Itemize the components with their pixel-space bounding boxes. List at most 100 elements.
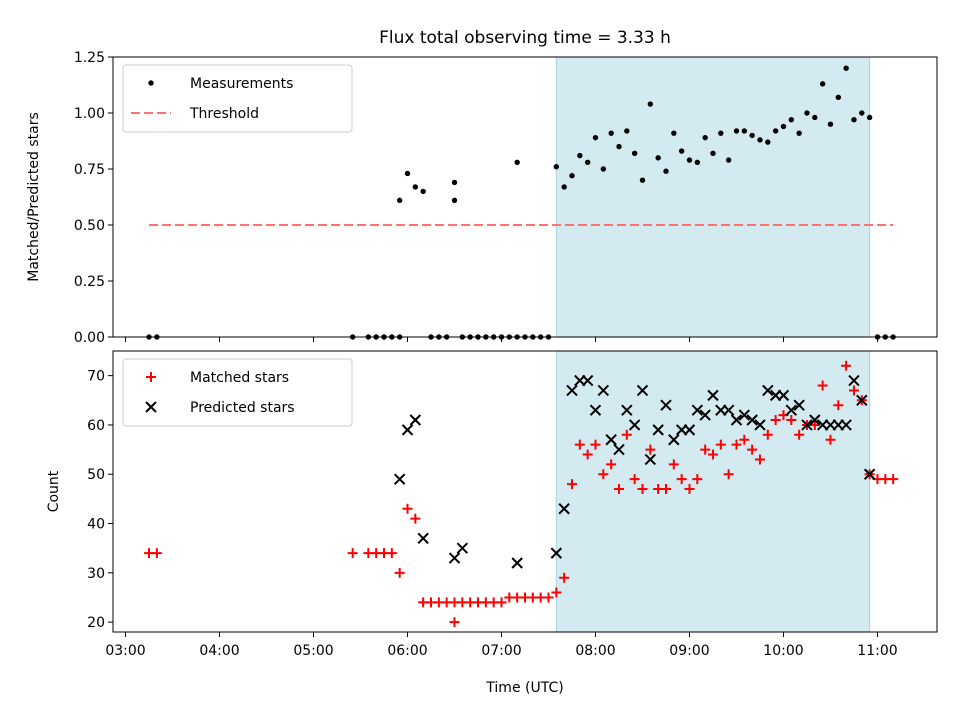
y-tick-label: 70 (87, 369, 105, 385)
x-axis-label: Time (UTC) (485, 680, 563, 696)
measurement-point (592, 134, 599, 141)
matched-point (496, 597, 507, 608)
y-tick-label: 0.75 (74, 162, 105, 178)
y-tick-label: 0.25 (74, 274, 105, 290)
matched-point (762, 429, 773, 440)
measurement-point (718, 130, 724, 136)
predicted-point (621, 404, 633, 416)
matched-point (598, 469, 609, 480)
bottom-panel: 20 30 40 50 60 70 03:00 04:00 05:00 06:00 07:00 08:… (46, 350, 938, 696)
predicted-point (605, 434, 617, 446)
measurement-point (843, 65, 849, 71)
measurement-point (749, 132, 755, 139)
measurement-point (404, 170, 411, 177)
measurement-point (835, 94, 842, 101)
measurement-point (827, 121, 834, 127)
x-tick-label: 09:00 (669, 643, 709, 659)
y-tick-label: 20 (87, 615, 105, 631)
predicted-point (393, 473, 406, 485)
predicted-point (746, 414, 758, 426)
measurement-point (569, 173, 575, 179)
predicted-point (409, 414, 422, 426)
predicted-point (801, 419, 813, 431)
measurement-point (796, 130, 802, 136)
measurement-point (757, 137, 763, 143)
x-tick-label: 07:00 (481, 643, 521, 659)
measurement-point (561, 184, 567, 190)
predicted-point (597, 384, 610, 397)
matched-point (668, 459, 679, 470)
y-axis-label: Matched/Predicted stars (26, 112, 42, 282)
matched-point (151, 548, 162, 559)
matched-point (739, 434, 750, 445)
legend: Matched stars Predicted stars (122, 358, 353, 427)
x-tick-label: 11:00 (857, 643, 897, 659)
x-tick-label: 10:00 (763, 643, 803, 659)
measurement-point (420, 188, 426, 195)
matched-point (786, 415, 797, 426)
measurement-point (733, 128, 740, 134)
matched-point (770, 415, 781, 426)
measurement-point (859, 110, 865, 116)
measurement-point (741, 128, 748, 134)
predicted-point (809, 414, 821, 426)
predicted-point (558, 503, 570, 515)
matched-point (386, 548, 397, 559)
axes-frame (112, 56, 938, 338)
measurement-point (553, 164, 560, 170)
matched-point (833, 400, 844, 411)
predicted-point (777, 389, 790, 402)
predicted-point (707, 389, 719, 402)
matched-point (582, 449, 593, 460)
matched-point (543, 592, 554, 603)
legend-label: Matched stars (190, 370, 289, 386)
matched-point (606, 459, 617, 470)
measurement-point (639, 177, 646, 183)
predicted-point (566, 384, 578, 397)
matched-point (629, 474, 640, 485)
chart-title: Flux total observing time = 3.33 h (379, 28, 671, 48)
legend-label: Measurements (190, 76, 293, 92)
matched-point (402, 503, 413, 514)
y-tick-label: 0.00 (74, 330, 105, 346)
measurement-point (663, 168, 669, 174)
y-tick-label: 0.50 (74, 218, 105, 234)
matched-point (723, 469, 734, 480)
measurement-point (616, 143, 622, 150)
measurement-point (412, 184, 419, 190)
predicted-point (660, 399, 672, 411)
matched-point (747, 444, 758, 455)
measurement-point (577, 152, 583, 159)
matched-point (715, 439, 726, 450)
measurement-point (725, 157, 732, 163)
matched-point (347, 548, 358, 559)
measurement-point (866, 114, 873, 121)
legend-box (122, 358, 353, 427)
y-tick-label: 1.00 (74, 106, 105, 122)
matched-point (794, 429, 805, 440)
matched-point (621, 429, 632, 440)
predicted-point (628, 419, 641, 431)
measurement-point (600, 166, 607, 172)
legend-box (122, 64, 353, 133)
predicted-point (856, 394, 868, 407)
legend-marker-predicted (145, 401, 157, 413)
y-tick-label: 60 (87, 418, 105, 434)
predicted-point (730, 414, 743, 426)
x-tick-label: 05:00 (293, 643, 333, 659)
x-tick-label: 03:00 (105, 643, 145, 659)
matched-point (410, 513, 421, 524)
measurement-point (772, 128, 779, 134)
measurement-point (812, 114, 818, 121)
predicted-point (644, 453, 657, 466)
predicted-point (762, 384, 774, 397)
predicted-point (793, 399, 805, 411)
matched-point (841, 360, 852, 371)
matched-point (637, 484, 648, 495)
predicted-point (417, 532, 429, 545)
matched-point (700, 444, 711, 455)
measurement-point (631, 150, 638, 157)
x-tick-label: 04:00 (199, 643, 239, 659)
y-tick-label: 1.25 (74, 50, 105, 66)
y-tick-label: 40 (87, 517, 105, 533)
